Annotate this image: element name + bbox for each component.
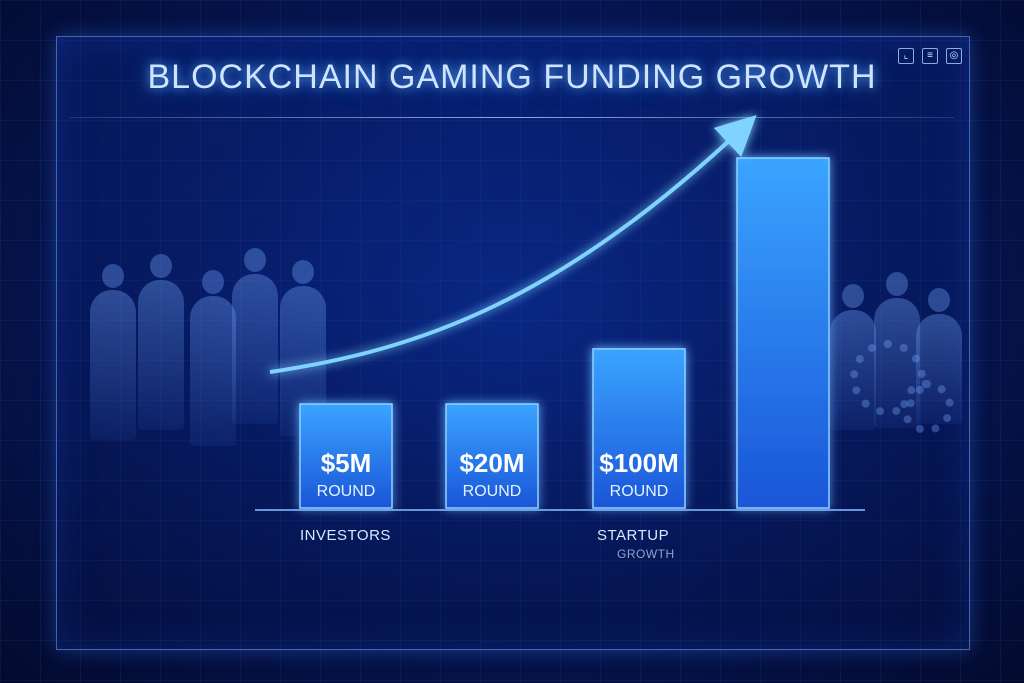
- bar-unit-label: ROUND: [610, 483, 669, 500]
- bar-unit-label: ROUND: [463, 483, 522, 500]
- bar-unit-label: ROUND: [317, 483, 376, 500]
- chart-title: BLOCKCHAIN GAMING FUNDING GROWTH: [147, 58, 877, 96]
- gear-icon: [850, 340, 926, 416]
- document-icon[interactable]: ≡: [922, 48, 938, 64]
- startup-label: STARTUP: [597, 527, 670, 544]
- title-divider: [70, 117, 954, 118]
- growth-label: GROWTH: [617, 547, 675, 561]
- bar-amount-label: $100M: [599, 448, 679, 478]
- growth-trend-arrow: [269, 115, 757, 374]
- panel-toolbar: ⌞ ≡ ◎: [898, 48, 962, 64]
- bar-3: [592, 348, 686, 509]
- bar-2: [445, 403, 539, 509]
- bar-amount-label: $5M: [321, 448, 372, 478]
- gear-icon: [900, 380, 954, 434]
- bar-1: [299, 403, 393, 509]
- chart-icon[interactable]: ⌞: [898, 48, 914, 64]
- investors-label: INVESTORS: [300, 527, 391, 544]
- globe-icon[interactable]: ◎: [946, 48, 962, 64]
- bar-amount-label: $20M: [459, 448, 524, 478]
- bar-4: [736, 157, 830, 509]
